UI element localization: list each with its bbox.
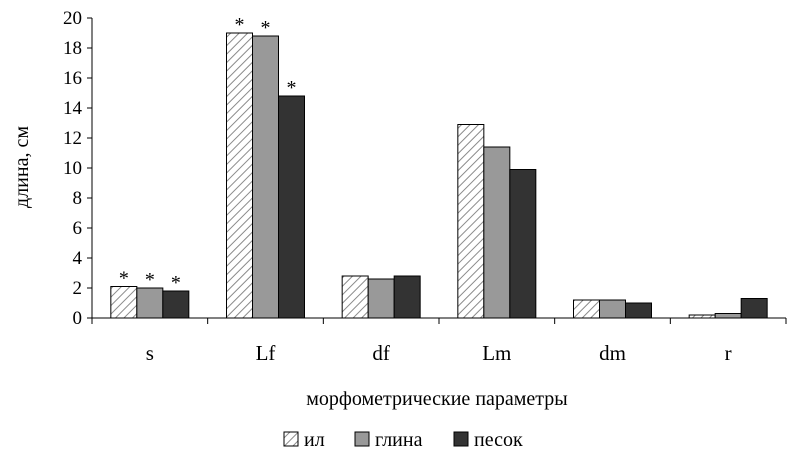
y-tick-label: 12 bbox=[63, 128, 82, 149]
legend-swatch-2 bbox=[453, 431, 469, 447]
y-tick-label: 4 bbox=[73, 248, 83, 269]
category-label-df: df bbox=[372, 341, 390, 365]
bar-s-2 bbox=[162, 290, 190, 319]
bar-dm-2 bbox=[625, 302, 652, 319]
bar-dm-0 bbox=[573, 299, 600, 319]
labels: 0 2 4 6 8 10 12 14 16 18 20 s Lf df Lm dm r * * * * * * bbox=[63, 8, 732, 365]
significance-marker: * bbox=[261, 17, 271, 39]
y-tick-label: 14 bbox=[63, 98, 83, 119]
significance-marker: * bbox=[145, 269, 155, 291]
legend-label-2: песок bbox=[474, 429, 523, 451]
category-label-s: s bbox=[146, 341, 154, 365]
y-tick-label: 0 bbox=[73, 308, 83, 329]
y-tick-label: 16 bbox=[63, 68, 82, 89]
significance-marker: * bbox=[171, 272, 181, 294]
x-axis-title: морфометрические параметры bbox=[306, 388, 567, 410]
significance-marker: * bbox=[235, 14, 245, 36]
y-axis-title: длина, см bbox=[11, 126, 33, 208]
bar-df-1 bbox=[367, 278, 395, 319]
bar-df-2 bbox=[393, 275, 421, 319]
category-label-r: r bbox=[725, 341, 732, 365]
bar-r-1 bbox=[714, 313, 742, 319]
y-tick-label: 20 bbox=[63, 8, 82, 29]
significance-marker: * bbox=[287, 77, 297, 99]
legend-label-1: глина bbox=[375, 429, 423, 451]
bar-lf-2 bbox=[278, 95, 305, 319]
category-label-lm: Lm bbox=[482, 341, 511, 365]
bar-lf-0 bbox=[226, 32, 253, 319]
category-label-lf: Lf bbox=[256, 341, 276, 365]
y-tick-label: 18 bbox=[63, 38, 82, 59]
bar-df-0 bbox=[341, 275, 369, 319]
y-tick-label: 10 bbox=[63, 158, 82, 179]
bar-lm-1 bbox=[483, 146, 511, 319]
bar-lf-1 bbox=[252, 35, 279, 319]
bar-r-2 bbox=[740, 298, 768, 319]
bar-lm-2 bbox=[509, 169, 537, 319]
significance-marker: * bbox=[119, 268, 129, 290]
bar-r-0 bbox=[688, 314, 716, 319]
category-label-dm: dm bbox=[599, 341, 626, 365]
bar-s-1 bbox=[136, 287, 164, 319]
bar-s-0 bbox=[110, 286, 138, 319]
legend-swatch-1 bbox=[354, 431, 370, 447]
legend-label-0: ил bbox=[304, 429, 325, 451]
legend: ил глина песок bbox=[283, 429, 523, 451]
y-tick-label: 8 bbox=[73, 188, 83, 209]
y-tick-label: 6 bbox=[73, 218, 83, 239]
bar-dm-1 bbox=[599, 299, 626, 319]
legend-swatch-0 bbox=[283, 431, 299, 447]
y-tick-label: 2 bbox=[73, 278, 83, 299]
bars bbox=[110, 32, 768, 319]
bar-lm-0 bbox=[457, 124, 485, 319]
axes bbox=[87, 17, 787, 324]
